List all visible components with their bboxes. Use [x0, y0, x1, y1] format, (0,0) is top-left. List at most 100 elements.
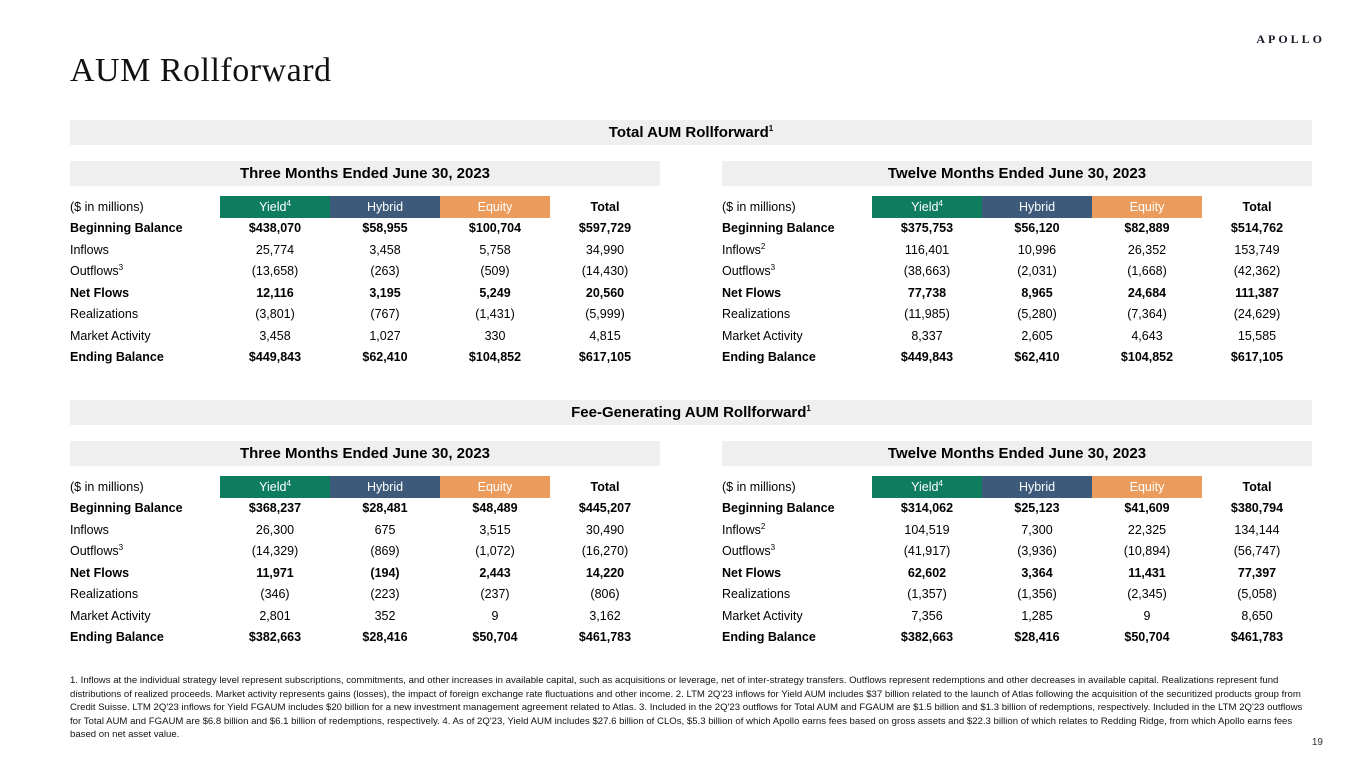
superscript: 3 — [118, 543, 124, 553]
cell-value: $461,783 — [1230, 630, 1284, 645]
table-row: Beginning Balance $375,753 $56,120 $82,889 $… — [722, 218, 1312, 240]
table-row: Market Activity 8,337 2,605 4,643 15,585 — [722, 325, 1312, 347]
cell-value: 330 — [484, 328, 506, 343]
table-row: Inflows 26,300 675 3,515 30,490 — [70, 519, 660, 541]
superscript: 3 — [118, 263, 124, 273]
column-header-yield: Yield4 — [220, 196, 330, 218]
table-row: Ending Balance $382,663 $28,416 $50,704 $461… — [70, 627, 660, 649]
table-row: Net Flows 11,971 (194) 2,443 14,220 — [70, 562, 660, 584]
period-header: Three Months Ended June 30, 2023 — [70, 161, 660, 186]
cell-value: 12,116 — [256, 285, 294, 300]
superscript: 4 — [938, 198, 943, 208]
column-header-hybrid: Hybrid — [982, 476, 1092, 498]
period-header: Twelve Months Ended June 30, 2023 — [722, 441, 1312, 466]
cell-value: 104,519 — [904, 522, 950, 537]
cell-value: 20,560 — [585, 285, 625, 300]
column-header-total: Total — [1242, 479, 1272, 494]
row-label: Realizations — [70, 587, 139, 602]
superscript: 1 — [768, 124, 774, 133]
column-header-hybrid: Hybrid — [330, 476, 440, 498]
column-header-row: ($ in millions) Yield4 Hybrid Equity Total — [722, 196, 1312, 218]
cell-value: (237) — [480, 587, 510, 602]
row-label: Net Flows — [722, 565, 782, 580]
cell-value: 34,990 — [585, 242, 625, 257]
section-title-bar: Total AUM Rollforward1 — [70, 120, 1312, 145]
aum-table-block: Twelve Months Ended June 30, 2023 ($ in m… — [722, 441, 1312, 648]
cell-value: $28,481 — [362, 501, 408, 516]
cell-value: 77,738 — [907, 285, 947, 300]
unit-label: ($ in millions) — [70, 479, 144, 494]
cell-value: (194) — [370, 565, 400, 580]
column-header-hybrid: Hybrid — [330, 196, 440, 218]
cell-value: (1,356) — [1017, 587, 1057, 602]
cell-value: (5,999) — [585, 307, 625, 322]
row-label: Realizations — [70, 307, 139, 322]
row-label: Beginning Balance — [722, 501, 835, 516]
cell-value: 24,684 — [1127, 285, 1167, 300]
aum-table-block: Three Months Ended June 30, 2023 ($ in mi… — [70, 161, 660, 368]
row-label: Beginning Balance — [70, 501, 183, 516]
cell-value: 11,971 — [256, 565, 294, 580]
period-header: Three Months Ended June 30, 2023 — [70, 441, 660, 466]
cell-value: $28,416 — [362, 630, 408, 645]
cell-value: $617,105 — [1230, 350, 1284, 365]
cell-value: 111,387 — [1235, 285, 1279, 300]
row-label: Inflows — [70, 522, 109, 537]
cell-value: $380,794 — [1230, 501, 1284, 516]
cell-value: 11,431 — [1128, 565, 1166, 580]
row-label: Market Activity — [722, 328, 803, 343]
table-row: Net Flows 12,116 3,195 5,249 20,560 — [70, 282, 660, 304]
row-label: Beginning Balance — [722, 221, 835, 236]
apollo-logo: APOLLO — [1256, 32, 1325, 46]
table-row: Net Flows 62,602 3,364 11,431 77,397 — [722, 562, 1312, 584]
cell-value: (16,270) — [581, 544, 629, 559]
cell-value: 8,650 — [1241, 608, 1273, 623]
superscript: 4 — [938, 478, 943, 488]
cell-value: 3,515 — [479, 522, 511, 537]
cell-value: 3,162 — [589, 608, 621, 623]
column-header-row: ($ in millions) Yield4 Hybrid Equity Total — [70, 196, 660, 218]
cell-value: $58,955 — [362, 221, 408, 236]
cell-value: (41,917) — [903, 544, 951, 559]
column-header-yield: Yield4 — [220, 476, 330, 498]
superscript: 3 — [770, 543, 776, 553]
period-header: Twelve Months Ended June 30, 2023 — [722, 161, 1312, 186]
column-header-total: Total — [590, 479, 620, 494]
row-label: Outflows3 — [70, 543, 124, 559]
cell-value: (14,430) — [581, 264, 629, 279]
cell-value: $514,762 — [1230, 221, 1284, 236]
table-row: Ending Balance $449,843 $62,410 $104,852 $61… — [722, 347, 1312, 369]
cell-value: $100,704 — [468, 221, 522, 236]
row-label: Realizations — [722, 307, 791, 322]
cell-value: 62,602 — [907, 565, 947, 580]
row-label: Ending Balance — [722, 350, 816, 365]
row-label: Outflows3 — [722, 263, 776, 279]
cell-value: (2,031) — [1017, 264, 1057, 279]
aum-table-block: Three Months Ended June 30, 2023 ($ in mi… — [70, 441, 660, 648]
cell-value: $56,120 — [1014, 221, 1060, 236]
cell-value: (1,357) — [907, 587, 947, 602]
table-row: Outflows3 (41,917) (3,936) (10,894) (56,747) — [722, 541, 1312, 563]
section-title: Fee-Generating AUM Rollforward1 — [571, 404, 811, 421]
cell-value: (806) — [590, 587, 620, 602]
cell-value: 5,758 — [479, 242, 511, 257]
tables-row: Three Months Ended June 30, 2023 ($ in mi… — [70, 441, 1312, 648]
row-label: Ending Balance — [722, 630, 816, 645]
cell-value: 4,643 — [1131, 328, 1163, 343]
cell-value: (223) — [370, 587, 400, 602]
cell-value: 2,801 — [259, 608, 291, 623]
section-title: Total AUM Rollforward1 — [608, 124, 774, 141]
aum-table: ($ in millions) Yield4 Hybrid Equity Total Be… — [722, 196, 1312, 368]
cell-value: 25,774 — [255, 242, 295, 257]
column-header-equity: Equity — [1092, 476, 1202, 498]
table-row: Net Flows 77,738 8,965 24,684 111,387 — [722, 282, 1312, 304]
cell-value: (346) — [260, 587, 290, 602]
table-row: Ending Balance $382,663 $28,416 $50,704 $461… — [722, 627, 1312, 649]
table-row: Outflows3 (38,663) (2,031) (1,668) (42,362) — [722, 261, 1312, 283]
cell-value: 4,815 — [589, 328, 621, 343]
row-label: Market Activity — [70, 608, 151, 623]
cell-value: 3,458 — [369, 242, 401, 257]
cell-value: (5,280) — [1017, 307, 1057, 322]
column-header-equity: Equity — [440, 196, 550, 218]
table-row: Inflows2 116,401 10,996 26,352 153,749 — [722, 239, 1312, 261]
